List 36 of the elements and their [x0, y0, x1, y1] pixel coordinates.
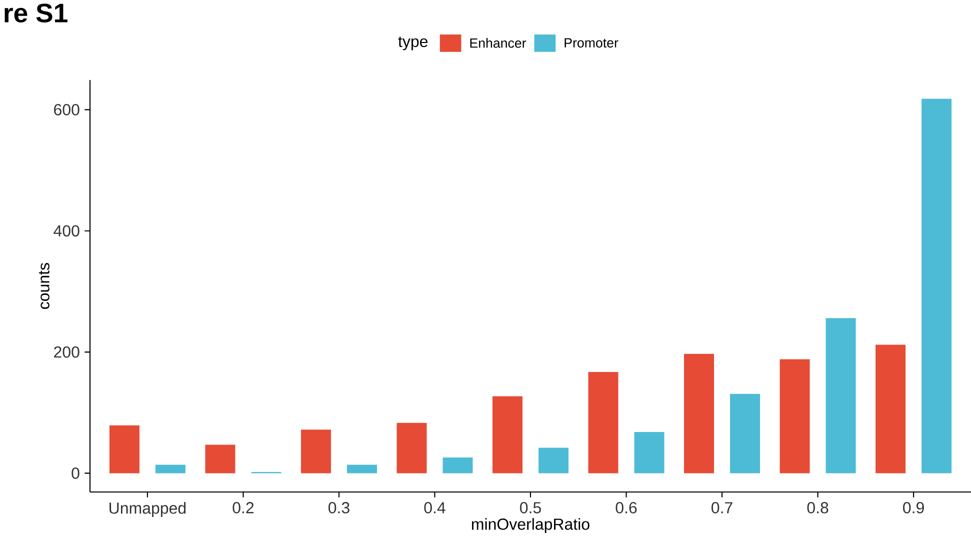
bar: [780, 359, 810, 474]
bar: [876, 344, 906, 474]
bar: [109, 425, 140, 474]
legend-label: Enhancer: [470, 38, 526, 48]
bar: [922, 98, 952, 474]
bar: [155, 464, 186, 474]
x-tick-label: 0.6: [616, 502, 637, 514]
y-tick-label: 400: [54, 225, 80, 237]
bar: [730, 394, 760, 474]
x-tick-label: 0.3: [328, 502, 350, 514]
x-tick-label: 0.7: [712, 502, 732, 514]
x-tick-label: 0.8: [807, 502, 828, 514]
x-tick-label: 0.4: [424, 502, 446, 514]
legend-title: type: [398, 36, 428, 50]
x-tick-label: 0.2: [232, 502, 254, 514]
x-axis-title: minOverlapRatio: [472, 518, 590, 534]
y-tick-label: 200: [54, 346, 80, 358]
bar: [588, 372, 618, 474]
legend-label: Promoter: [564, 38, 618, 48]
x-tick-label: Unmapped: [110, 502, 186, 517]
bar: [300, 430, 331, 474]
y-tick-label: 0: [72, 468, 80, 479]
bar: [492, 396, 523, 474]
x-tick-label: 0.9: [903, 502, 924, 514]
bar: [684, 354, 714, 474]
bar: [634, 432, 664, 474]
bar: [538, 448, 569, 474]
bar: [346, 464, 377, 474]
bar: [205, 444, 236, 474]
x-tick-label: 0.5: [520, 502, 541, 514]
bar: [826, 318, 856, 474]
bar: [442, 457, 473, 474]
y-tick-label: 600: [54, 104, 80, 116]
text: re S1: [4, 4, 68, 22]
bar: [396, 422, 427, 474]
y-axis-title: counts: [38, 263, 50, 309]
